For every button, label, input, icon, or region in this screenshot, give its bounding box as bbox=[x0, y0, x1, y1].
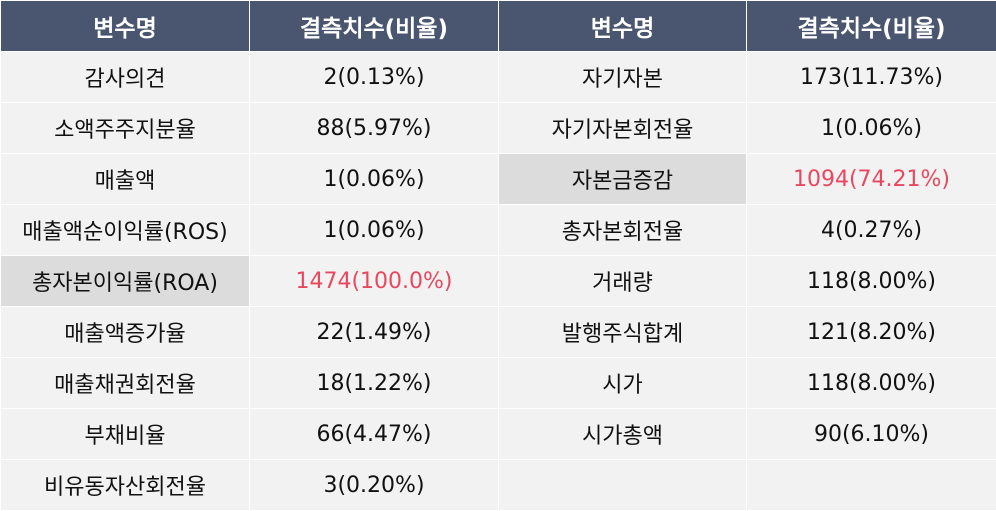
header-variable-name-right: 변수명 bbox=[499, 1, 747, 52]
missing-value-cell: 2(0.13%) bbox=[250, 52, 499, 103]
variable-name-cell: 감사의견 bbox=[1, 52, 250, 103]
missing-value-cell: 66(4.47%) bbox=[250, 409, 499, 460]
table-row: 매출액증가율 22(1.49%) 발행주식합계 121(8.20%) bbox=[1, 307, 996, 358]
table-row: 매출액 1(0.06%) 자본금증감 1094(74.21%) bbox=[1, 154, 996, 205]
missing-value-cell: 18(1.22%) bbox=[250, 358, 499, 409]
missing-value-cell: 118(8.00%) bbox=[747, 358, 996, 409]
header-missing-count-right: 결측치수(비율) bbox=[747, 1, 996, 52]
table-row: 감사의견 2(0.13%) 자기자본 173(11.73%) bbox=[1, 52, 996, 103]
missing-value-cell: 22(1.49%) bbox=[250, 307, 499, 358]
missing-value-cell: 118(8.00%) bbox=[747, 256, 996, 307]
header-row: 변수명 결측치수(비율) 변수명 결측치수(비율) bbox=[1, 1, 996, 52]
missing-value-cell: 121(8.20%) bbox=[747, 307, 996, 358]
missing-value-cell: 1(0.06%) bbox=[747, 103, 996, 154]
table-row: 총자본이익률(ROA) 1474(100.0%) 거래량 118(8.00%) bbox=[1, 256, 996, 307]
highlighted-variable-name-cell: 자본금증감 bbox=[499, 154, 747, 205]
variable-name-cell: 총자본회전율 bbox=[499, 205, 747, 256]
variable-name-cell: 자기자본회전율 bbox=[499, 103, 747, 154]
table-row: 비유동자산회전율 3(0.20%) bbox=[1, 460, 996, 511]
variable-name-cell: 부채비율 bbox=[1, 409, 250, 460]
variable-name-cell: 거래량 bbox=[499, 256, 747, 307]
table-row: 매출채권회전율 18(1.22%) 시가 118(8.00%) bbox=[1, 358, 996, 409]
variable-name-cell: 소액주주지분율 bbox=[1, 103, 250, 154]
variable-name-cell: 비유동자산회전율 bbox=[1, 460, 250, 511]
variable-name-cell: 자기자본 bbox=[499, 52, 747, 103]
missing-value-cell: 1(0.06%) bbox=[250, 154, 499, 205]
missing-value-cell: 1(0.06%) bbox=[250, 205, 499, 256]
variable-name-cell: 매출액증가율 bbox=[1, 307, 250, 358]
empty-cell bbox=[747, 460, 996, 511]
header-variable-name-left: 변수명 bbox=[1, 1, 250, 52]
missing-value-cell: 88(5.97%) bbox=[250, 103, 499, 154]
table-row: 매출액순이익률(ROS) 1(0.06%) 총자본회전율 4(0.27%) bbox=[1, 205, 996, 256]
table-row: 부채비율 66(4.47%) 시가총액 90(6.10%) bbox=[1, 409, 996, 460]
variable-name-cell: 발행주식합계 bbox=[499, 307, 747, 358]
highlighted-missing-value-cell: 1094(74.21%) bbox=[747, 154, 996, 205]
empty-cell bbox=[499, 460, 747, 511]
missing-value-cell: 4(0.27%) bbox=[747, 205, 996, 256]
variable-name-cell: 매출액 bbox=[1, 154, 250, 205]
highlighted-missing-value-cell: 1474(100.0%) bbox=[250, 256, 499, 307]
variable-name-cell: 시가총액 bbox=[499, 409, 747, 460]
variable-name-cell: 매출채권회전율 bbox=[1, 358, 250, 409]
variable-name-cell: 시가 bbox=[499, 358, 747, 409]
variable-name-cell: 매출액순이익률(ROS) bbox=[1, 205, 250, 256]
highlighted-variable-name-cell: 총자본이익률(ROA) bbox=[1, 256, 250, 307]
missing-value-cell: 3(0.20%) bbox=[250, 460, 499, 511]
table-row: 소액주주지분율 88(5.97%) 자기자본회전율 1(0.06%) bbox=[1, 103, 996, 154]
header-missing-count-left: 결측치수(비율) bbox=[250, 1, 499, 52]
missing-value-cell: 173(11.73%) bbox=[747, 52, 996, 103]
missing-value-cell: 90(6.10%) bbox=[747, 409, 996, 460]
